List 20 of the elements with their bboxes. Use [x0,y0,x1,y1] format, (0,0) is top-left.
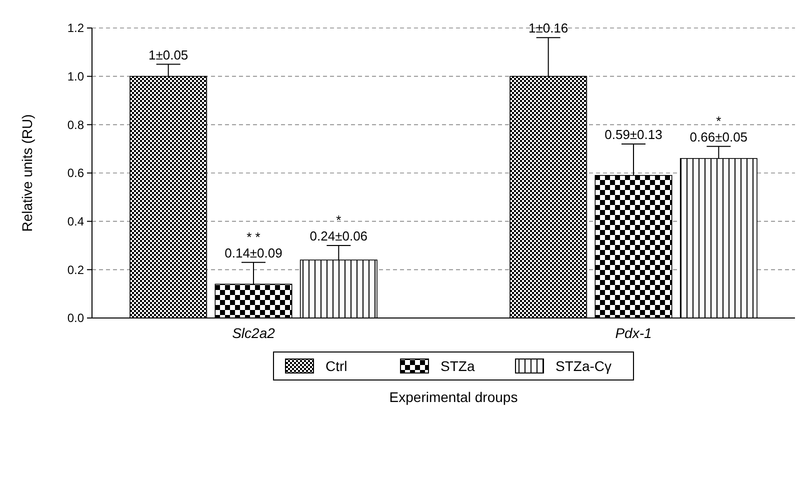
legend-label: Ctrl [326,358,348,374]
data-label: 1±0.05 [148,47,188,62]
data-label: * 0.24±0.06 [310,212,368,244]
legend-label: STZa [440,358,475,374]
y-tick-label: 0.4 [67,214,84,229]
y-tick-label: 1.0 [67,70,84,84]
data-label: * * 0.14±0.09 [224,229,282,260]
y-tick-label: 0.6 [67,166,84,180]
data-label: * 0.66±0.05 [690,113,748,144]
x-tick-label: Slc2a2 [232,325,276,341]
y-axis-title: Relative units (RU) [19,114,35,232]
x-tick-label: Pdx-1 [615,325,652,341]
data-label: 1±0.16 [528,20,568,36]
data-label: 0.59±0.13 [604,127,662,142]
y-tick-label: 0.0 [67,311,84,326]
legend-label: STZa-Cγ [556,358,612,374]
y-tick-label: 0.8 [67,118,84,132]
y-tick-label: 1.2 [67,21,84,36]
y-tick-label: 0.2 [67,262,84,277]
x-axis-title: Experimental droups [389,389,518,405]
